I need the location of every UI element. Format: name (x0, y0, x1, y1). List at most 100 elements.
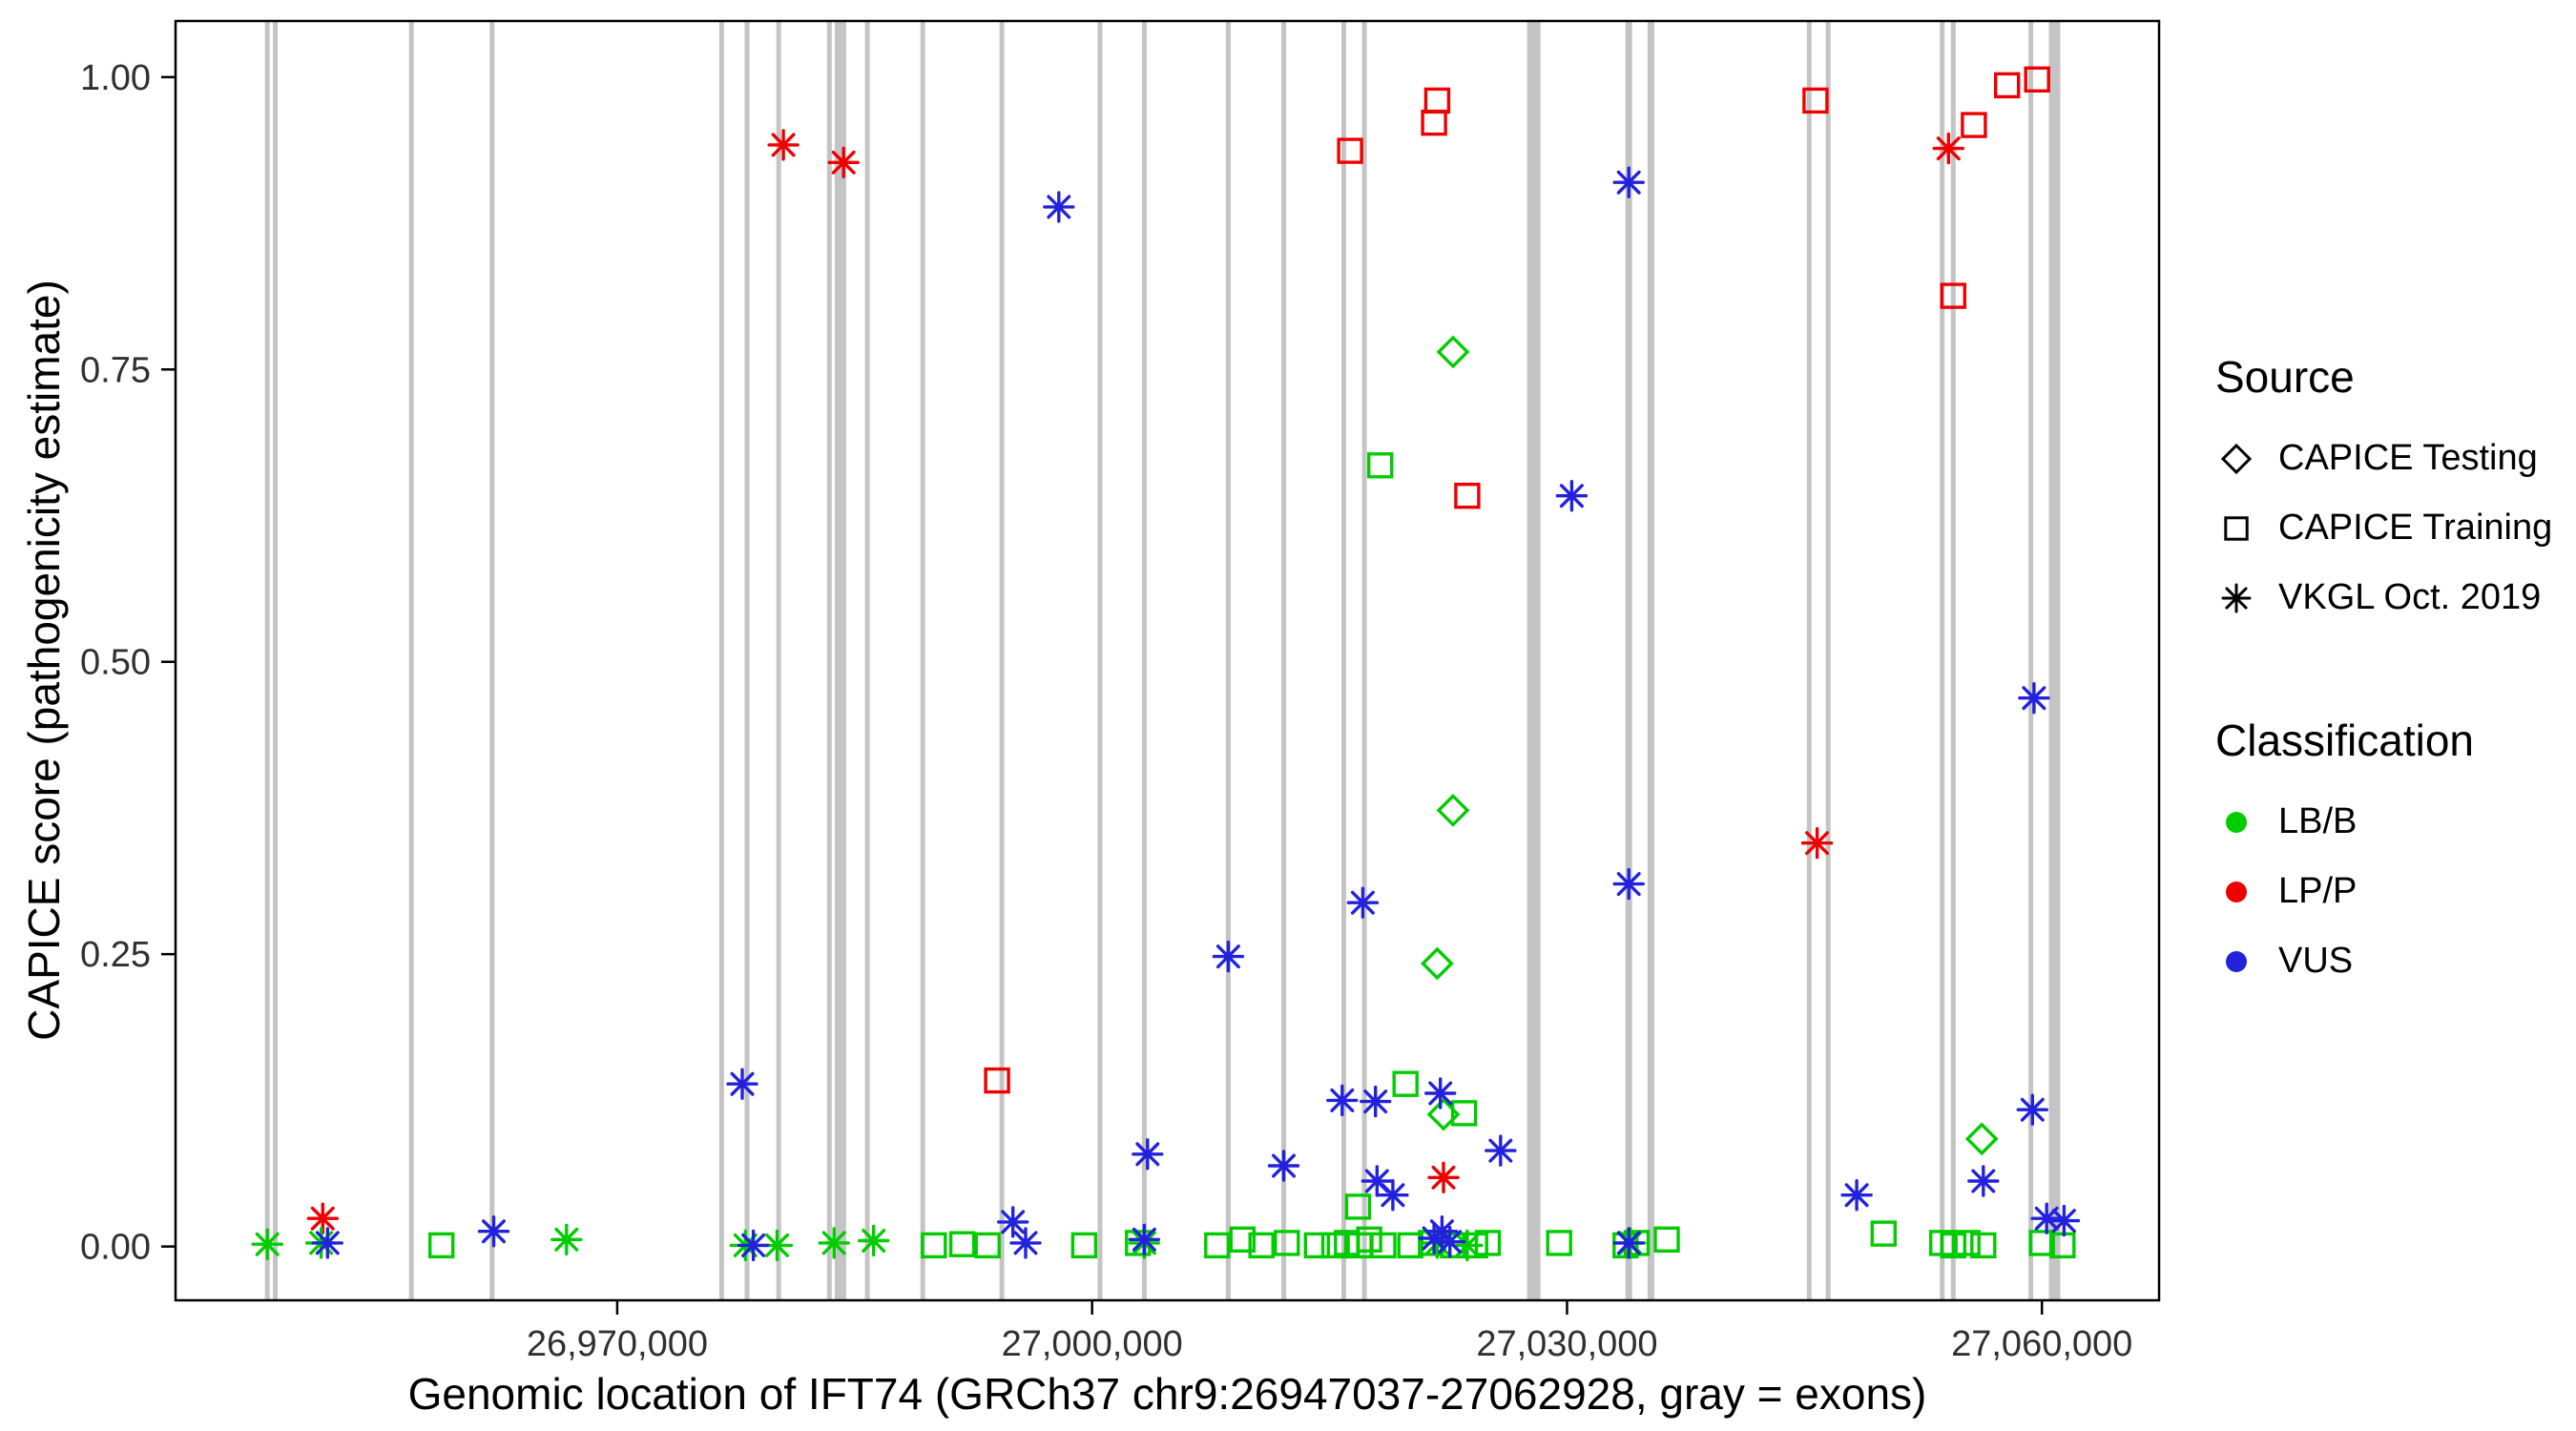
data-point-diamond (1436, 335, 1470, 369)
exon-band (1825, 21, 1831, 1300)
exon-band (1097, 21, 1103, 1300)
exon-band (1225, 21, 1231, 1300)
legend-label-lbb: LB/B (2278, 801, 2358, 841)
exon-band (920, 21, 925, 1300)
data-point-square (1653, 1226, 1680, 1254)
plot-panel-border (174, 19, 2161, 1302)
data-point-asterisk (1128, 1223, 1161, 1255)
exon-band (1527, 21, 1541, 1300)
data-point-square (1450, 1100, 1478, 1127)
data-point-square (1423, 87, 1451, 114)
data-point-asterisk (251, 1228, 283, 1260)
x-tick-label: 26,970,000 (527, 1324, 708, 1364)
data-point-square (1070, 1232, 1098, 1259)
blue-dot-icon (2226, 950, 2247, 972)
exon-band (1625, 21, 1632, 1300)
data-point-diamond (2220, 443, 2253, 474)
data-point-asterisk (1212, 940, 1245, 973)
exon-band (776, 21, 781, 1300)
data-point-square (1870, 1220, 1898, 1247)
diamond-icon (2220, 443, 2253, 474)
legend-label-vus: VUS (2278, 941, 2354, 981)
data-point-square (1940, 1232, 1967, 1259)
data-point-asterisk (997, 1206, 1029, 1238)
data-point-square (1454, 483, 1481, 509)
exon-band (489, 21, 495, 1300)
data-point-asterisk (1612, 867, 1645, 901)
data-point-asterisk (1346, 886, 1380, 919)
exon-band (744, 21, 750, 1300)
data-point-asterisk (2016, 1093, 2048, 1126)
data-point-square (2028, 1230, 2055, 1256)
data-point-asterisk (1427, 1161, 1460, 1193)
exon-band (1361, 21, 1367, 1300)
data-point-square (1248, 1232, 1275, 1259)
data-point-asterisk (737, 1229, 770, 1262)
data-point-asterisk (1424, 1077, 1457, 1110)
exon-band (834, 21, 846, 1300)
data-point-asterisk (1267, 1150, 1300, 1182)
exon-band (999, 21, 1005, 1300)
data-point-asterisk (1425, 1215, 1459, 1248)
data-point-square (1940, 282, 1967, 309)
data-point-asterisk (1360, 1085, 1392, 1118)
data-point-square (2224, 515, 2249, 541)
data-point-square (1303, 1232, 1331, 1259)
legend-item-capice-testing: CAPICE Testing (2215, 424, 2568, 493)
square-icon (2224, 515, 2249, 541)
exon-band (1141, 21, 1147, 1300)
legend-item-lpp: LP/P (2215, 857, 2568, 926)
data-point-diamond (1964, 1122, 1999, 1156)
data-point-asterisk (726, 1068, 758, 1100)
data-point-asterisk (1555, 480, 1589, 512)
legend-source-title: Source (2215, 352, 2355, 402)
exon-band (826, 21, 832, 1300)
legend-item-lbb: LB/B (2215, 787, 2568, 857)
data-point-asterisk (818, 1227, 850, 1259)
data-point-asterisk (551, 1223, 583, 1255)
data-point-asterisk (1434, 1226, 1466, 1258)
data-point-square (1802, 87, 1829, 114)
data-point-asterisk (1967, 1165, 2000, 1197)
data-point-asterisk (306, 1202, 339, 1234)
data-point-asterisk (2030, 1202, 2063, 1234)
data-point-square (1970, 1232, 1997, 1259)
exon-band (1281, 21, 1286, 1300)
legend-item-vkgl: VKGL Oct. 2019 (2215, 563, 2568, 633)
exon-band (264, 21, 270, 1300)
data-point-square (1546, 1230, 1572, 1256)
data-point-asterisk (2047, 1204, 2081, 1237)
data-point-square (1204, 1232, 1231, 1259)
data-point-square (1274, 1230, 1300, 1256)
data-point-asterisk (1043, 191, 1075, 223)
data-point-asterisk (2221, 583, 2252, 612)
exon-band (1950, 21, 1956, 1300)
exon-band (864, 21, 870, 1300)
data-point-asterisk (1451, 1229, 1484, 1262)
y-axis-title: CAPICE score (pathogenicity estimate) (19, 280, 69, 1041)
data-point-asterisk (1485, 1134, 1517, 1167)
data-point-square (1421, 109, 1447, 136)
green-dot-icon (2226, 811, 2247, 833)
data-point-asterisk (1361, 1165, 1393, 1197)
legend-label-lpp: LP/P (2278, 871, 2358, 911)
exon-band (1341, 21, 1346, 1300)
legend-color-dot (2226, 811, 2247, 833)
data-point-square (1397, 1232, 1423, 1259)
data-point-asterisk (1326, 1084, 1359, 1117)
data-point-square (428, 1232, 455, 1259)
exon-band (2048, 21, 2061, 1300)
data-point-square (2024, 66, 2050, 93)
data-point-asterisk (1009, 1227, 1042, 1259)
data-point-diamond (1436, 793, 1470, 827)
data-point-asterisk (1612, 166, 1645, 198)
exon-band (718, 21, 724, 1300)
y-tick-label: 0.00 (80, 1228, 151, 1268)
exon-band (408, 21, 414, 1300)
legend-color-dot (2226, 950, 2247, 972)
asterisk-icon (2221, 583, 2252, 612)
data-point-asterisk (760, 1229, 794, 1262)
exon-band (1940, 21, 1945, 1300)
